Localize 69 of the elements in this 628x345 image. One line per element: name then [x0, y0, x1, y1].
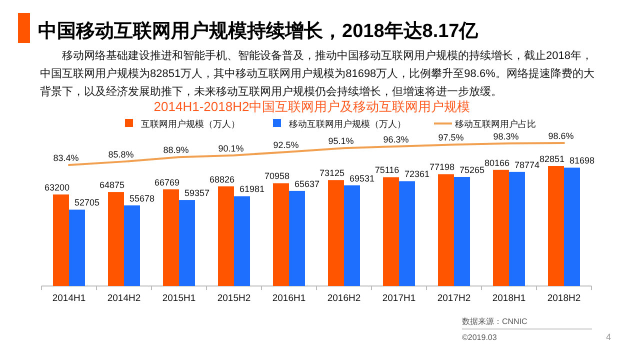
bar	[69, 210, 85, 286]
data-label: 88.9%	[163, 145, 189, 156]
bar	[509, 172, 525, 286]
bar	[124, 205, 140, 286]
x-tick-label: 2018H2	[547, 293, 581, 304]
text: 4	[606, 332, 612, 342]
bar	[163, 189, 179, 286]
data-label: 95.1%	[328, 136, 354, 146]
data-label: 63200	[44, 182, 70, 192]
data-label: 80166	[484, 158, 510, 168]
bar	[383, 177, 399, 286]
text: ©2019.03	[462, 333, 498, 342]
legend-label: 互联网用户规模（万人）	[141, 119, 240, 129]
bar	[399, 181, 415, 286]
data-label: 52705	[74, 198, 100, 208]
data-label: 55678	[129, 193, 155, 204]
data-label: 72361	[404, 169, 430, 180]
text: 移动网络基础建设推进和智能手机、智能设备普及，推动中国移动互联网用户规模的持续增长，截止2018年，中国互联网用户规模为82851万人，其中移动互联网用户规模为81698万人，比例攀升至98.6%。网络提速降费的大背景下，以及经济发展助推下，未来移动互联网用户规模仍会持续增长，但增速将进一步放缓。	[40, 50, 594, 98]
data-label: 98.3%	[493, 131, 519, 142]
data-label: 66769	[154, 177, 180, 188]
x-tick-label: 2017H2	[437, 293, 471, 304]
data-label: 77198	[429, 162, 455, 172]
data-label: 83.4%	[53, 153, 79, 164]
data-label: 97.5%	[438, 132, 464, 143]
data-label: 69531	[349, 173, 375, 184]
data-label: 70958	[264, 171, 290, 182]
bar	[344, 185, 360, 286]
bar	[454, 176, 470, 286]
chart-subtitle: 2014H1-2018H2中国互联网用户及移动互联网用户规模	[154, 99, 470, 114]
data-label: 75116	[374, 165, 400, 176]
bar	[289, 190, 305, 286]
bar	[564, 168, 580, 286]
data-label: 92.5%	[273, 140, 299, 150]
legend-label: 移动互联网用户占比	[455, 119, 536, 129]
bar	[273, 183, 289, 286]
bar	[108, 192, 124, 286]
data-label: 90.1%	[218, 143, 244, 154]
x-tick-label: 2016H2	[327, 293, 361, 304]
data-label: 98.6%	[548, 131, 574, 141]
data-label: 96.3%	[383, 134, 409, 144]
data-label: 65637	[294, 178, 320, 189]
x-tick-label: 2018H1	[492, 293, 526, 304]
x-tick-label: 2015H2	[217, 293, 251, 304]
bar	[218, 186, 234, 286]
x-tick-label: 2014H1	[52, 293, 86, 304]
x-tick-label: 2014H2	[107, 293, 141, 304]
data-label: 78774	[514, 160, 540, 170]
source-note: 数据来源：CNNIC	[462, 317, 528, 326]
data-label: 85.8%	[108, 150, 134, 160]
data-label: 73125	[319, 168, 345, 178]
bar	[53, 194, 69, 286]
data-label: 61981	[239, 184, 265, 194]
bar	[548, 166, 564, 286]
x-tick-label: 2017H1	[382, 293, 416, 304]
data-label: 68826	[209, 174, 235, 184]
data-label: 59357	[184, 188, 210, 198]
legend-label: 移动互联网用户规模（万人）	[289, 119, 406, 129]
bar	[493, 170, 509, 286]
bar	[234, 196, 250, 286]
chart-title: 中国移动互联网用户规模持续增长，2018年达8.17亿	[38, 20, 480, 42]
bar	[438, 174, 454, 286]
x-tick-label: 2015H1	[162, 293, 196, 304]
x-tick-label: 2016H1	[272, 293, 306, 304]
data-label: 81698	[569, 156, 595, 166]
bar	[328, 180, 344, 286]
bar	[179, 200, 195, 286]
data-label: 64875	[99, 180, 125, 190]
data-label: 75265	[459, 164, 485, 175]
data-label: 82851	[539, 154, 565, 164]
